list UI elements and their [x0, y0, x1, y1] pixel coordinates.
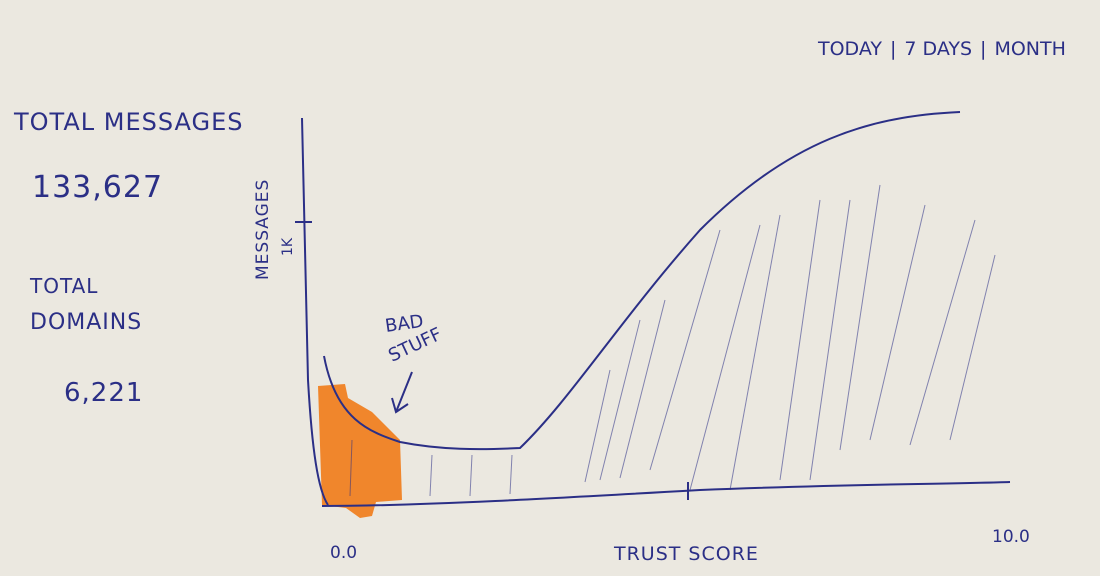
time-range-selector: TODAY | 7 DAYS | MONTH: [818, 38, 1066, 60]
message-distribution-curve: [323, 111, 961, 451]
y-axis-tick-label: 1K: [280, 237, 296, 256]
range-separator: |: [890, 38, 897, 60]
total-messages-value: 133,627: [32, 170, 164, 205]
y-axis-label: MESSAGES: [253, 179, 273, 280]
range-7-days-option[interactable]: 7 DAYS: [904, 38, 973, 60]
x-axis-max-label: 10.0: [992, 527, 1030, 547]
total-domains-label-line2: DOMAINS: [30, 310, 143, 335]
total-messages-label: TOTAL MESSAGES: [14, 108, 244, 136]
x-axis-label: TRUST SCORE: [613, 543, 759, 565]
range-separator: |: [980, 38, 987, 60]
x-axis: [321, 481, 1011, 507]
bad-stuff-highlight: [318, 384, 402, 518]
total-domains-label-line1: TOTAL: [30, 274, 99, 298]
range-month-option[interactable]: MONTH: [994, 38, 1066, 60]
curve-hatching: [349, 184, 996, 497]
total-domains-value: 6,221: [64, 378, 144, 408]
x-axis-min-label: 0.0: [330, 543, 357, 563]
bad-stuff-arrow: [391, 371, 413, 414]
y-axis: [301, 117, 329, 506]
range-today-option[interactable]: TODAY: [818, 38, 882, 60]
